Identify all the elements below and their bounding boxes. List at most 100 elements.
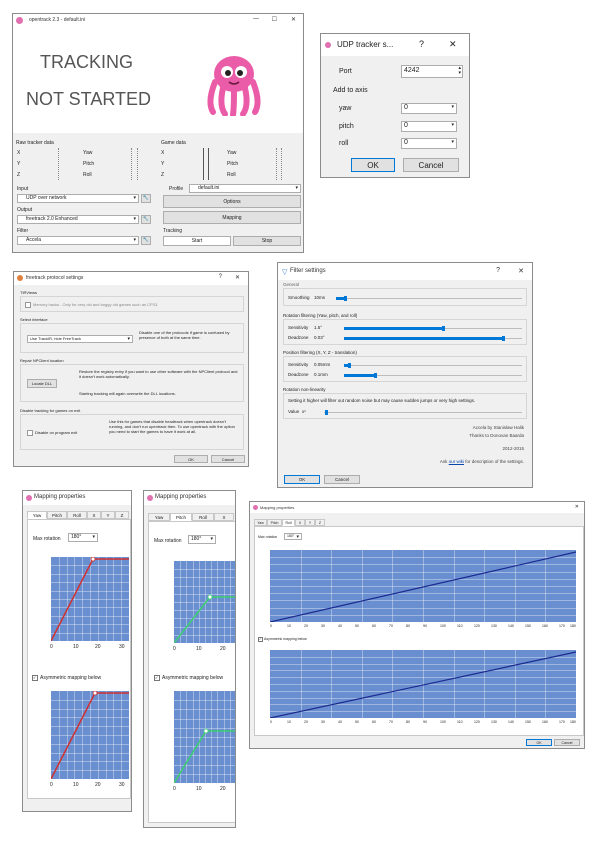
tab-yaw[interactable]: Yaw (27, 511, 47, 519)
max-rotation2-select[interactable]: 180° (188, 535, 216, 544)
general-group: Smoothing 10ms (283, 288, 527, 306)
mapping1-titlebar: Mapping properties (23, 491, 131, 505)
tab-pitch[interactable]: Pitch (47, 511, 67, 519)
interface-select[interactable]: Use TrackIR, hide FreeTrack (27, 335, 133, 343)
smoothing-slider[interactable] (336, 296, 522, 301)
raw-z-label: Z (17, 172, 21, 178)
input-settings-button[interactable]: 🔧 (141, 194, 151, 203)
freetrack-ok-button[interactable]: OK (174, 455, 208, 463)
asym3-checkbox[interactable]: ✓ (258, 637, 263, 642)
tab3-y[interactable]: Y (305, 519, 315, 526)
mapping2-icon (147, 495, 153, 501)
big-tick-16: 160 (542, 624, 548, 628)
asym2-checkbox[interactable]: ✓ (154, 675, 160, 681)
mapping3-cancel-button[interactable]: Cancel (554, 739, 580, 746)
freetrack-close-button[interactable]: ✕ (234, 275, 240, 281)
udp-cancel-label: Cancel (418, 161, 444, 170)
big-tick-13: 130 (491, 624, 497, 628)
tab-y[interactable]: Y (101, 511, 115, 519)
locate-dll-button[interactable]: Locate DLL (27, 379, 57, 388)
pitch-select[interactable]: 0 (401, 121, 457, 132)
big-tick-17: 170 (559, 624, 565, 628)
raw-yaw-label: Yaw (83, 150, 93, 156)
filter-ok-button[interactable]: OK (284, 475, 320, 484)
freetrack-help-button[interactable]: ? (218, 274, 222, 280)
filter-settings-button[interactable]: 🔧 (141, 236, 151, 245)
yaw-select[interactable]: 0 (401, 103, 457, 114)
curve3-plot-top[interactable] (270, 550, 576, 622)
rot-dead-label: Deadzone (288, 335, 309, 340)
udp-help-button[interactable]: ? (419, 39, 425, 49)
curve-plot-bottom[interactable] (51, 691, 129, 779)
game-z-label: Z (161, 172, 165, 178)
rot-dead-slider[interactable] (344, 336, 522, 341)
filter-help-button[interactable]: ? (496, 267, 500, 274)
max-rotation3-select[interactable]: 180° (284, 533, 302, 540)
raw-tracker-title: Raw tracker data (16, 140, 54, 146)
main-window: opentrack 2.3 - default.ini — ☐ ✕ TRACKI… (12, 13, 304, 253)
curve2-plot-top[interactable] (174, 561, 235, 643)
mapping-button[interactable]: Mapping (163, 211, 301, 224)
options-button[interactable]: Options (163, 195, 301, 208)
tab2-pitch[interactable]: Pitch (170, 513, 192, 521)
curve3-plot-bottom[interactable] (270, 650, 576, 718)
port-spin-icon[interactable]: ▴ ▾ (458, 65, 461, 76)
tab2-yaw[interactable]: Yaw (148, 513, 170, 521)
repair-title: Repair NPClient location (20, 358, 64, 363)
rot-sens-slider[interactable] (344, 326, 522, 331)
tab3-x[interactable]: X (295, 519, 305, 526)
filter-cancel-button[interactable]: Cancel (324, 475, 360, 484)
asym-checkbox[interactable]: ✓ (32, 675, 38, 681)
output-value: freetrack 2.0 Enhanced (26, 216, 78, 222)
nonlin-slider[interactable] (324, 410, 522, 415)
udp-ok-button[interactable]: OK (351, 158, 395, 172)
curve2-bottom-svg (174, 728, 235, 783)
output-select[interactable]: freetrack 2.0 Enhanced (17, 215, 139, 224)
mapping3-close-button[interactable]: ✕ (574, 504, 579, 510)
x4-tick-0: 0 (173, 786, 176, 792)
stop-button[interactable]: Stop (233, 236, 301, 246)
wiki-link[interactable]: our wiki (448, 459, 464, 464)
tab-x[interactable]: X (87, 511, 101, 519)
port-input[interactable]: 4242 ▴ ▾ (401, 65, 463, 78)
minimize-button[interactable]: — (253, 16, 259, 22)
disable-checkbox[interactable] (27, 430, 33, 436)
pos-dead-slider[interactable] (344, 373, 522, 378)
curve2-plot-bottom[interactable] (174, 691, 235, 783)
raw-lcd-1 (58, 148, 64, 180)
filter-close-button[interactable]: ✕ (518, 268, 524, 275)
mapping3-ok-button[interactable]: OK (526, 739, 552, 746)
udp-close-button[interactable]: ✕ (449, 39, 457, 49)
profile-select[interactable]: default.ini (189, 184, 301, 193)
max-rotation-select[interactable]: 180° (68, 533, 98, 542)
curve-plot-top[interactable] (51, 557, 129, 641)
maximize-button[interactable]: ☐ (271, 17, 277, 23)
mapping1-icon (26, 495, 32, 501)
tab2-roll[interactable]: Roll (192, 513, 214, 521)
tab3-z[interactable]: Z (315, 519, 325, 526)
smoothing-value: 10ms (314, 295, 326, 300)
freetrack-cancel-button[interactable]: Cancel (211, 455, 245, 463)
filter-select[interactable]: Accela (17, 236, 139, 245)
start-button[interactable]: Start (163, 236, 231, 246)
mapping-window-roll: Mapping properties ✕ Yaw Pitch Roll X Y … (249, 501, 585, 749)
input-select[interactable]: UDP over network (17, 194, 139, 203)
big2-tick-8: 80 (406, 720, 410, 724)
tab2-x[interactable]: X (214, 513, 234, 521)
close-button[interactable]: ✕ (290, 17, 296, 23)
pos-sens-label: Sensitivity (288, 362, 309, 367)
tab3-pitch[interactable]: Pitch (267, 519, 282, 526)
udp-cancel-button[interactable]: Cancel (403, 158, 459, 172)
repair-note: Starting tracking will again overwrite t… (79, 391, 176, 396)
tab-z[interactable]: Z (115, 511, 129, 519)
tab3-yaw[interactable]: Yaw (254, 519, 267, 526)
start-label: Start (191, 238, 203, 244)
trackir-checkbox[interactable] (25, 302, 31, 308)
tab-roll[interactable]: Roll (67, 511, 87, 519)
trackir-group: Memory hacks - Only for very old and bug… (20, 296, 244, 312)
output-settings-button[interactable]: 🔧 (141, 215, 151, 224)
roll-select[interactable]: 0 (401, 138, 457, 149)
tab3-roll[interactable]: Roll (282, 519, 295, 526)
pos-sens-slider[interactable] (344, 363, 522, 368)
big-tick-18: 180 (570, 624, 576, 628)
